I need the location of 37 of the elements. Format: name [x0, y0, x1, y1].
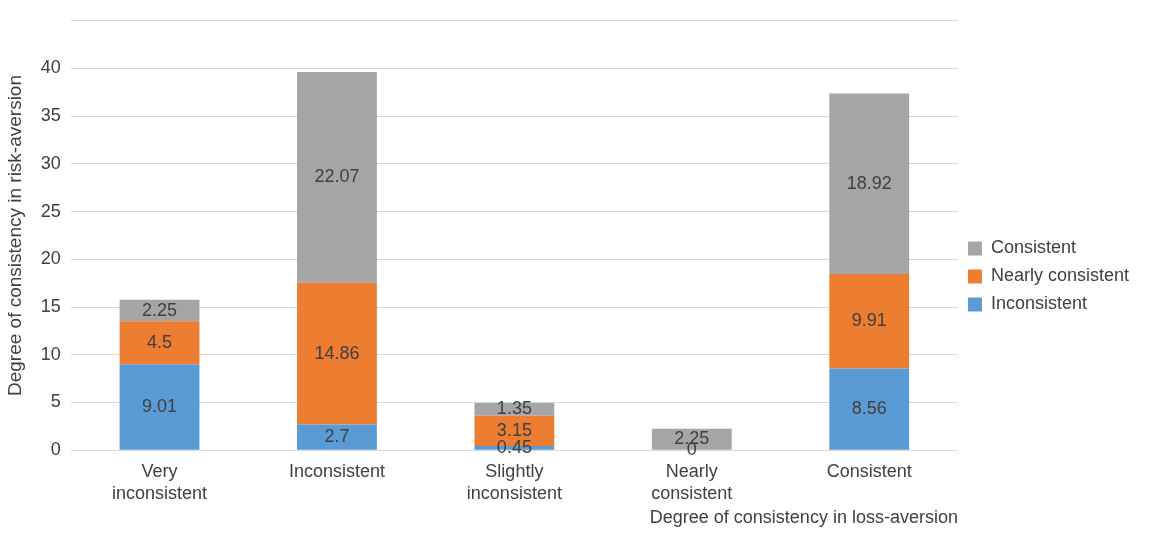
bar	[119, 364, 200, 450]
y-tick-label: 20	[40, 248, 61, 269]
x-tick-label: Slightly inconsistent	[466, 460, 562, 503]
y-tick-label: 10	[40, 343, 61, 364]
data-label: 4.5	[147, 331, 173, 352]
legend-label: Nearly consistent	[990, 265, 1129, 286]
y-tick-label: 25	[40, 200, 61, 221]
x-tick-label: Nearly consistent	[651, 460, 733, 503]
data-label: 18.92	[846, 172, 892, 193]
data-label: 9.91	[851, 310, 887, 331]
y-tick-label: 30	[40, 152, 61, 173]
bar	[297, 282, 377, 425]
x-axis-title: Degree of consistency in loss-aversion	[649, 507, 958, 528]
y-tick-label: 0	[50, 439, 61, 460]
data-label: 2.7	[324, 426, 350, 447]
y-axis-title: Degree of consistency in risk-aversion	[3, 74, 25, 397]
x-tick-label: Inconsistent	[288, 460, 385, 481]
x-tick-label: Very inconsistent	[112, 460, 208, 503]
bar	[297, 424, 377, 450]
data-label: 2.25	[142, 299, 178, 320]
bar	[829, 273, 910, 369]
y-tick-label: 35	[40, 105, 61, 126]
data-label: 1.35	[496, 398, 532, 419]
bar	[297, 72, 377, 283]
data-label: 8.56	[851, 398, 887, 419]
data-label: 9.01	[142, 395, 178, 416]
x-tick-label: Consistent	[826, 460, 912, 481]
bar	[829, 93, 910, 274]
data-label: 22.07	[314, 166, 360, 187]
bar	[829, 368, 910, 450]
data-label: 14.86	[314, 342, 360, 363]
y-tick-label: 40	[40, 57, 61, 78]
y-tick-label: 15	[40, 296, 61, 317]
bar	[119, 321, 200, 365]
y-tick-label: 5	[50, 391, 61, 412]
legend-label: Consistent	[990, 237, 1076, 258]
legend-label: Inconsistent	[990, 293, 1087, 314]
